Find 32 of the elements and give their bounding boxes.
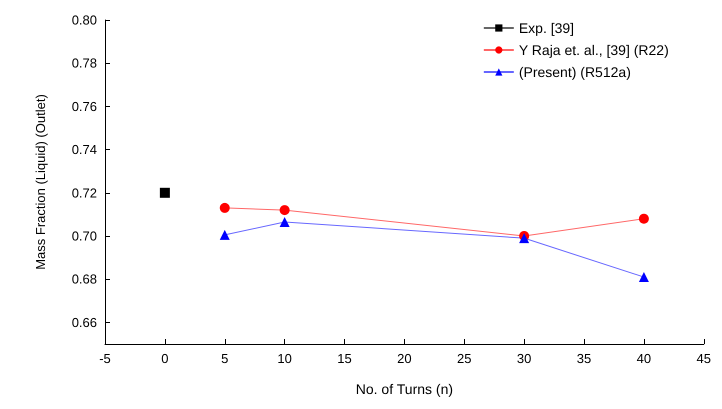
x-tick-label: 0	[161, 351, 168, 366]
y-tick-label: 0.74	[72, 142, 97, 158]
x-tick-label: 15	[337, 351, 352, 366]
x-tick-label: 10	[277, 351, 292, 366]
y-tick-label: 0.72	[72, 185, 97, 200]
point	[638, 214, 649, 224]
x-tick-label: 35	[576, 351, 592, 366]
x-tick-label: 40	[636, 351, 652, 366]
point	[280, 205, 290, 216]
point	[280, 216, 290, 227]
legend-label: Exp. [39]	[518, 20, 574, 36]
point	[160, 188, 170, 198]
point	[519, 233, 530, 244]
x-tick-label: -5	[99, 351, 111, 366]
legend-label: (Present) (R512a)	[518, 64, 631, 80]
point	[220, 230, 230, 240]
x-tick-label: 25	[457, 351, 472, 366]
x-axis-title: No. of Turns (n)	[356, 381, 454, 397]
point	[220, 202, 230, 213]
y-tick-label: 0.76	[72, 98, 97, 114]
legend-label: Y Raja et. al., [39] (R22)	[518, 42, 669, 58]
x-tick-label: 30	[516, 351, 532, 366]
y-tick-label: 0.68	[72, 272, 97, 287]
x-tick-label: 20	[397, 351, 412, 366]
y-tick-label: 0.70	[72, 228, 97, 244]
point	[638, 272, 649, 282]
x-tick-label: 45	[696, 351, 712, 366]
y-axis-title: Mass Fraction (Liquid) (Outlet)	[33, 94, 48, 270]
y-tick-label: 0.80	[72, 12, 97, 28]
y-tick-label: 0.78	[72, 56, 97, 71]
y-tick-label: 0.66	[72, 314, 97, 330]
x-tick-label: 5	[221, 351, 228, 366]
